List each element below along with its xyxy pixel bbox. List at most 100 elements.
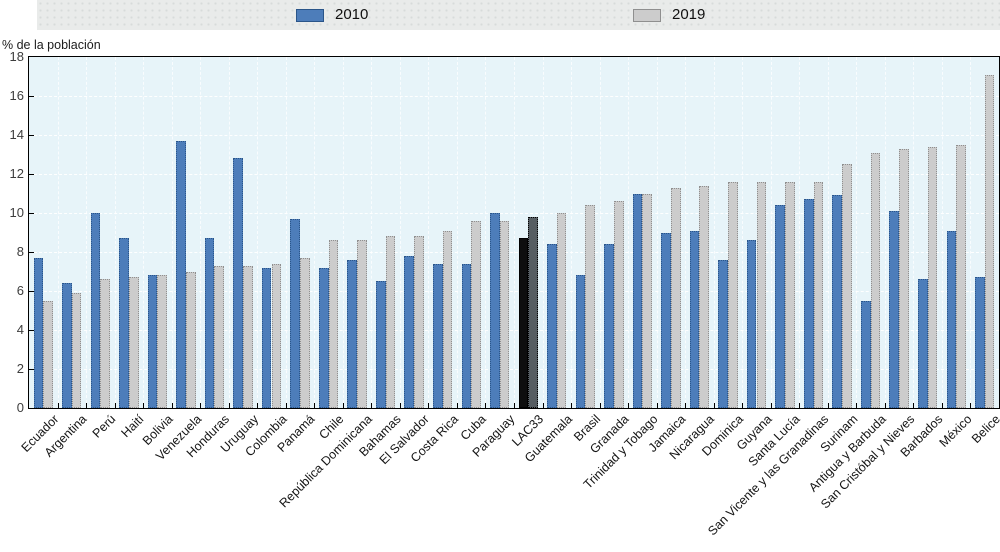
y-tick-label-14: 14 (9, 127, 24, 142)
gridline-x-9 (285, 57, 287, 408)
bar-2019-Ecuador (43, 300, 53, 408)
bar-2010-República Dominicana (347, 259, 358, 408)
gridline-x-4 (143, 57, 145, 408)
bar-2019-LAC33 (528, 216, 538, 408)
bar-2010-Granada (604, 244, 614, 408)
bar-2010-San Cristóbal y Nieves (889, 211, 900, 408)
gridline-x-21 (628, 57, 630, 408)
plot-area (28, 56, 1000, 409)
bar-2019-San Vicente y las Granadinas (813, 181, 824, 408)
bar-2010-Nicaragua (689, 230, 700, 408)
y-tick-16 (29, 96, 34, 97)
y-tick-label-0: 0 (16, 400, 24, 415)
bar-2010-Argentina (62, 283, 72, 408)
bar-2010-Bolivia (147, 275, 158, 408)
x-tick-10 (314, 403, 316, 408)
bar-2010-Surinam (832, 195, 843, 408)
bar-2010-Colombia (261, 267, 272, 408)
x-tick-7 (228, 403, 230, 408)
bar-2010-San Vicente y las Granadinas (803, 199, 814, 408)
y-tick-10 (29, 213, 34, 214)
x-tick-14 (428, 403, 430, 408)
bar-2010-Dominica (718, 259, 728, 408)
bar-2019-Chile (328, 240, 339, 408)
bar-2019-El Salvador (414, 236, 424, 408)
gridline-x-31 (913, 57, 915, 408)
bar-2010-Barbados (917, 279, 928, 408)
bar-2010-Venezuela (176, 140, 186, 408)
legend-label-2010: 2010 (335, 6, 369, 23)
bar-2010-Guatemala (547, 244, 557, 408)
bar-2019-Dominica (727, 181, 738, 408)
x-tick-16 (485, 403, 487, 408)
y-tick-8 (29, 252, 34, 253)
gridline-x-10 (314, 57, 316, 408)
bar-2019-Paraguay (499, 220, 510, 408)
x-tick-2 (86, 403, 88, 408)
gridline-x-19 (571, 57, 573, 408)
bar-2010-Chile (318, 267, 329, 408)
bar-2019-Bolivia (157, 275, 168, 408)
legend-swatch-2010 (296, 8, 324, 22)
y-tick-2 (29, 369, 34, 370)
legend-item-2010: 2010 (296, 6, 369, 23)
x-tick-12 (371, 403, 373, 408)
bar-2019-Honduras (214, 265, 225, 408)
bar-2010-Ecuador (33, 257, 44, 408)
y-tick-12 (29, 174, 34, 175)
bar-2010-Panamá (290, 218, 301, 408)
x-tick-6 (200, 403, 202, 408)
x-tick-27 (799, 403, 801, 408)
y-tick-4 (29, 330, 34, 331)
bar-2010-Paraguay (490, 213, 500, 408)
bar-2019-República Dominicana (357, 240, 367, 408)
bar-2019-Antigua y Barbuda (870, 152, 881, 408)
y-tick-label-2: 2 (16, 361, 24, 376)
gridline-x-1 (57, 57, 59, 408)
x-tick-20 (599, 403, 601, 408)
x-tick-33 (970, 403, 972, 408)
gridline-x-14 (428, 57, 430, 408)
x-tick-17 (514, 403, 515, 408)
gridline-x-13 (399, 57, 401, 408)
x-tick-21 (628, 403, 630, 408)
bar-2010-Uruguay (233, 158, 243, 408)
x-tick-32 (941, 403, 943, 408)
gridline-x-30 (884, 57, 886, 408)
gridline-x-8 (257, 57, 259, 408)
bar-2010-Santa Lucía (775, 205, 786, 408)
bar-2019-Venezuela (185, 271, 196, 408)
legend-item-2019: 2019 (633, 7, 705, 22)
x-tick-26 (770, 403, 772, 408)
bar-2010-Antigua y Barbuda (860, 300, 871, 408)
x-tick-18 (542, 403, 544, 408)
gridline-x-16 (485, 57, 487, 408)
y-tick-label-4: 4 (16, 322, 24, 337)
bar-2010-Honduras (204, 238, 215, 408)
bar-2019-México (956, 144, 966, 408)
x-tick-29 (856, 403, 858, 408)
x-tick-label-Belice: Belice (968, 412, 1000, 446)
x-tick-4 (143, 403, 145, 408)
y-tick-label-18: 18 (9, 49, 24, 64)
x-tick-25 (742, 403, 744, 408)
bar-2010-Trinidad y Tobago (632, 193, 643, 408)
y-tick-label-16: 16 (9, 88, 24, 103)
bar-2010-Jamaica (661, 232, 671, 408)
bar-2010-LAC33 (518, 238, 529, 408)
gridline-x-23 (685, 57, 687, 408)
x-tick-30 (884, 403, 886, 408)
bar-2019-Cuba (471, 220, 481, 408)
bar-2019-Santa Lucía (785, 181, 795, 408)
x-tick-9 (285, 403, 287, 408)
x-tick-3 (114, 403, 116, 408)
bar-2010-Perú (90, 213, 101, 408)
gridline-x-26 (770, 57, 772, 408)
y-axis-title: % de la población (2, 38, 101, 52)
bar-2019-Guatemala (556, 213, 567, 408)
bar-2019-Brasil (585, 205, 595, 408)
gridline-x-28 (827, 57, 829, 408)
x-tick-19 (571, 403, 573, 408)
gridline-x-17 (514, 57, 515, 408)
